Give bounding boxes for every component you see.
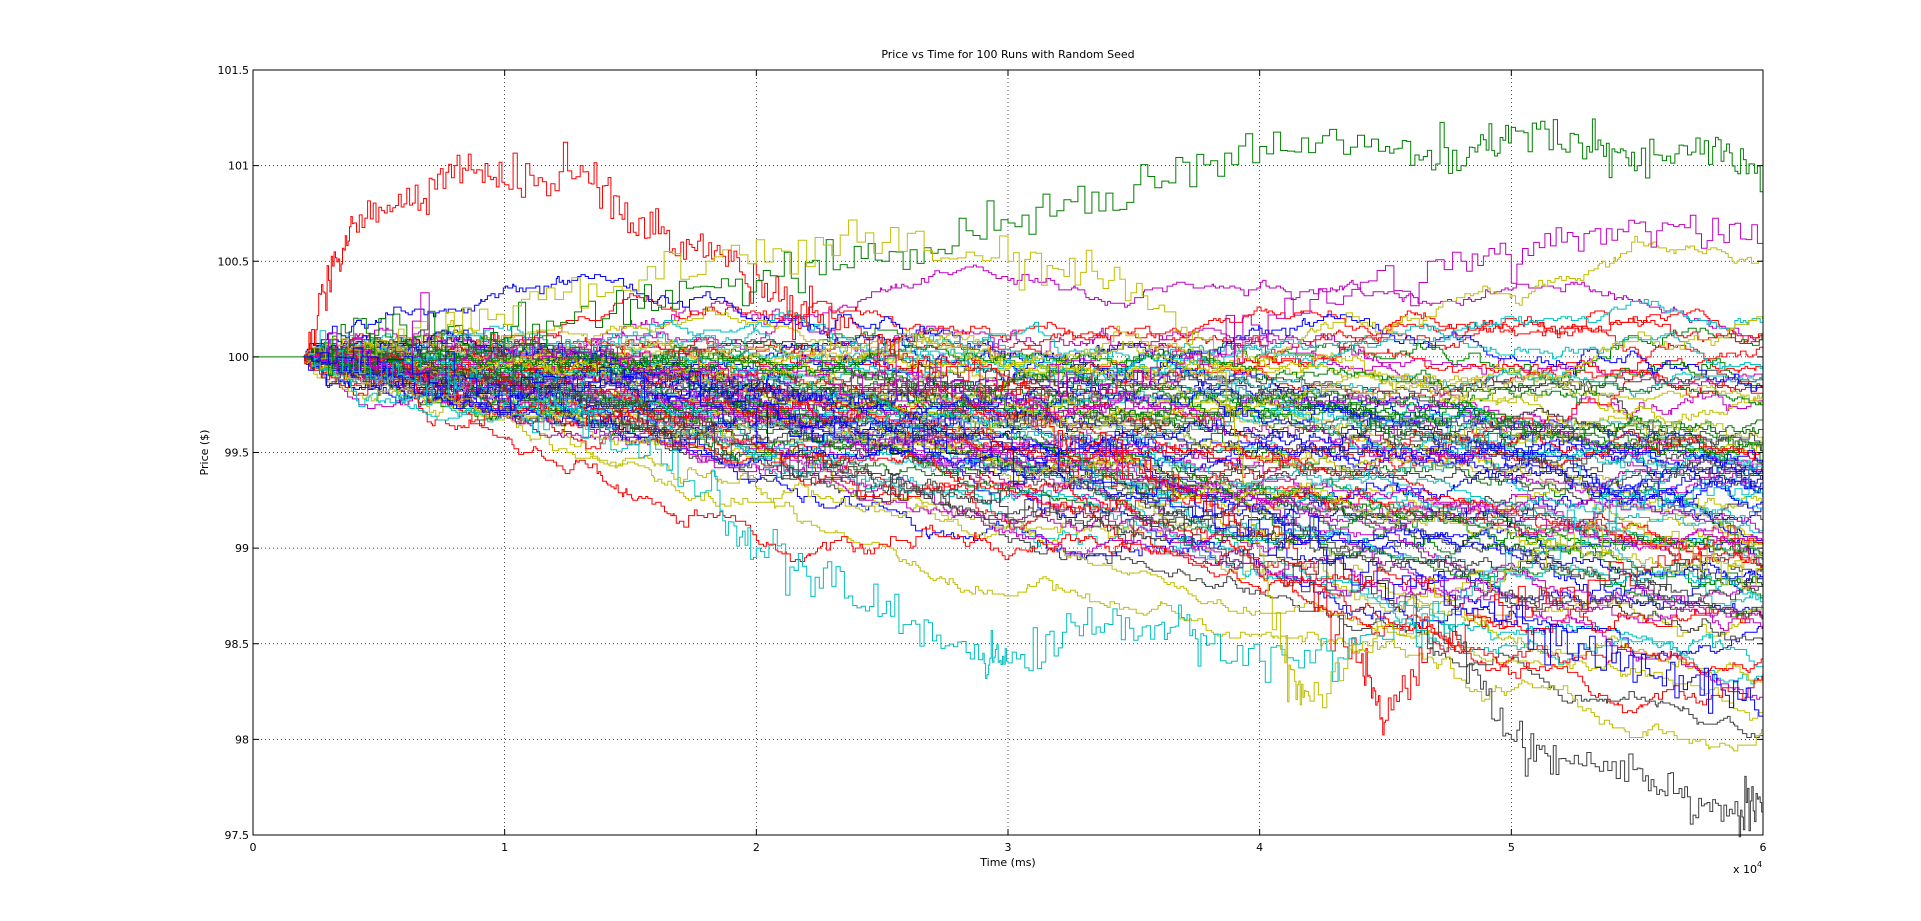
y-tick-label: 101.5: [218, 64, 250, 77]
run-line: [303, 344, 1764, 721]
run-line: [303, 235, 1764, 379]
x-tick-label: 6: [1760, 841, 1767, 854]
run-line: [303, 344, 1764, 675]
y-tick-label: 100: [228, 351, 249, 364]
run-line: [303, 339, 1763, 406]
x-axis-exponent-label: x 104: [1733, 860, 1762, 876]
run-line: [303, 352, 1764, 587]
highlighted-run-line: [303, 348, 1764, 838]
run-lines: [253, 118, 1764, 838]
y-tick-label: 98.5: [225, 638, 250, 651]
x-tick-label: 3: [1005, 841, 1012, 854]
run-line: [303, 337, 1764, 464]
run-line: [303, 356, 1764, 518]
y-axis-label: Price ($): [198, 430, 211, 476]
x-tick-label: 1: [501, 841, 508, 854]
highlighted-run-line: [303, 214, 1764, 410]
run-line: [303, 356, 1764, 703]
run-line: [303, 316, 1763, 390]
run-line: [303, 354, 1763, 627]
highlighted-run-line: [303, 141, 1764, 736]
run-line: [303, 339, 1764, 494]
run-line: [303, 356, 1763, 574]
y-tick-label: 101: [228, 160, 249, 173]
x-exponent-power: 4: [1757, 860, 1762, 869]
x-tick-label: 0: [250, 841, 257, 854]
run-line: [303, 350, 1764, 572]
run-line: [303, 356, 1763, 595]
run-line: [303, 356, 1764, 496]
run-line: [303, 306, 1764, 360]
run-line: [303, 335, 1764, 442]
highlighted-run-line: [303, 118, 1764, 376]
y-tick-label: 99.5: [225, 447, 250, 460]
x-tick-label: 4: [1256, 841, 1263, 854]
run-line: [303, 333, 1764, 623]
run-line: [303, 356, 1764, 509]
highlighted-run-line: [303, 347, 1764, 717]
y-tick-label: 97.5: [225, 829, 250, 842]
x-axis-label: Time (ms): [979, 856, 1035, 869]
y-tick-label: 98: [235, 733, 249, 746]
tick-labels: 0 1 2 3 4 5 6 97.5 98 98.5 99 99.5 100 100.5 101 101.5: [218, 64, 1767, 854]
highlighted-run-line: [303, 219, 1764, 709]
x-tick-label: 2: [753, 841, 760, 854]
run-line: [303, 354, 1764, 537]
x-tick-label: 5: [1508, 841, 1515, 854]
run-line: [303, 344, 1764, 461]
run-line: [303, 335, 1764, 478]
y-tick-label: 100.5: [218, 255, 250, 268]
run-line: [303, 356, 1764, 635]
axis-ticks: [252, 69, 1764, 836]
y-tick-label: 99: [235, 542, 249, 555]
x-exponent-base: x 10: [1733, 863, 1757, 876]
highlighted-run-line: [303, 330, 1764, 683]
chart-title: Price vs Time for 100 Runs with Random S…: [881, 48, 1134, 61]
run-line: [303, 356, 1764, 580]
run-line: [303, 346, 1764, 714]
